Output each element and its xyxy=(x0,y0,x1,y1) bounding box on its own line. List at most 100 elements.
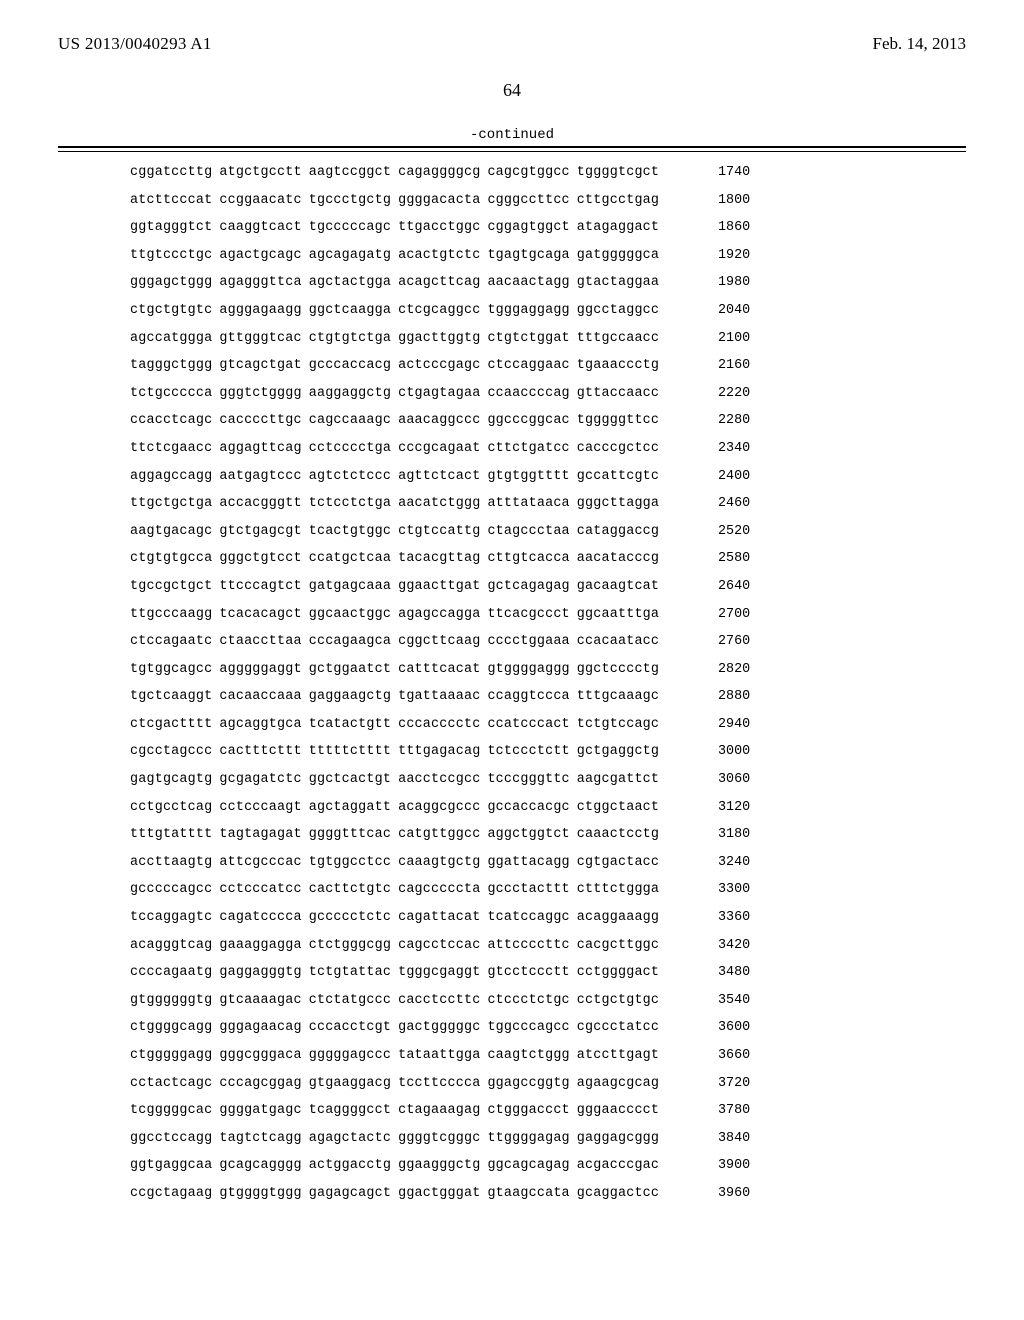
sequence-group: agttctcact xyxy=(398,469,480,484)
sequence-group: agagccagga xyxy=(398,607,480,622)
sequence-group: tgagtgcaga xyxy=(487,248,569,263)
sequence-group: cacgcttggc xyxy=(577,938,659,953)
sequence-group: tttgccaacc xyxy=(577,331,659,346)
sequence-position: 3600 xyxy=(690,1021,750,1034)
sequence-group: cccacctcgt xyxy=(309,1020,391,1035)
sequence-group: cataggaccg xyxy=(577,524,659,539)
sequence-row: cctactcagccccagcggaggtgaaggacgtccttcccca… xyxy=(130,1077,966,1090)
sequence-group: ctcgactttt xyxy=(130,717,212,732)
sequence-group: tggcccagcc xyxy=(487,1020,569,1035)
sequence-row: ttgctgctgaaccacgggtttctcctctgaaacatctggg… xyxy=(130,497,966,510)
sequence-group: cgccctatcc xyxy=(577,1020,659,1035)
sequence-group: ggcctccagg xyxy=(130,1131,212,1146)
sequence-group: agaagcgcag xyxy=(577,1076,659,1091)
sequence-position: 1800 xyxy=(690,194,750,207)
sequence-group: ctccaggaac xyxy=(487,358,569,373)
sequence-group: ggggtttcac xyxy=(309,827,391,842)
sequence-position: 1740 xyxy=(690,166,750,179)
sequence-row: ccccagaatggaggagggtgtctgtattactgggcgaggt… xyxy=(130,966,966,979)
sequence-group: gtcctccctt xyxy=(487,965,569,980)
sequence-position: 1980 xyxy=(690,276,750,289)
sequence-group: ttgctgctga xyxy=(130,496,212,511)
sequence-group: gccctacttt xyxy=(487,882,569,897)
sequence-position: 1860 xyxy=(690,221,750,234)
sequence-group: ggcagcagag xyxy=(487,1158,569,1173)
sequence-group: atccttgagt xyxy=(577,1048,659,1063)
sequence-row: ggcctccaggtagtctcaggagagctactcggggtcgggc… xyxy=(130,1132,966,1145)
sequence-group: atcttcccat xyxy=(130,193,212,208)
sequence-group: tctgtccagc xyxy=(577,717,659,732)
sequence-group: acagggtcag xyxy=(130,938,212,953)
sequence-group: agccatggga xyxy=(130,331,212,346)
sequence-row: gcccccagcccctcccatcccacttctgtccagcccccta… xyxy=(130,883,966,896)
sequence-group: ggctcccctg xyxy=(577,662,659,677)
sequence-group: tgggggttcc xyxy=(577,413,659,428)
sequence-group: ctccagaatc xyxy=(130,634,212,649)
sequence-group: ctgctgtgtc xyxy=(130,303,212,318)
sequence-group: acagcttcag xyxy=(398,275,480,290)
sequence-group: gttaccaacc xyxy=(577,386,659,401)
sequence-group: cagattacat xyxy=(398,910,480,925)
sequence-group: ccaaccccag xyxy=(487,386,569,401)
sequence-group: ttcccagtct xyxy=(219,579,301,594)
sequence-group: aaggaggctg xyxy=(309,386,391,401)
sequence-group: gcccaccacg xyxy=(309,358,391,373)
sequence-position: 2820 xyxy=(690,663,750,676)
sequence-group: caaagtgctg xyxy=(398,855,480,870)
sequence-row: tgccgctgctttcccagtctgatgagcaaaggaacttgat… xyxy=(130,580,966,593)
sequence-group: cctcccctga xyxy=(309,441,391,456)
sequence-row: aggagccaggaatgagtcccagtctctcccagttctcact… xyxy=(130,470,966,483)
sequence-group: tgggaggagg xyxy=(487,303,569,318)
sequence-group: ggcaactggc xyxy=(309,607,391,622)
sequence-group: cccagaagca xyxy=(309,634,391,649)
sequence-position: 2220 xyxy=(690,387,750,400)
sequence-row: tttgtatttttagtagagatggggtttcaccatgttggcc… xyxy=(130,828,966,841)
sequence-group: cgggccttcc xyxy=(487,193,569,208)
sequence-group: gcaggactcc xyxy=(577,1186,659,1201)
sequence-group: gtactaggaa xyxy=(577,275,659,290)
sequence-group: gggtctgggg xyxy=(219,386,301,401)
sequence-group: tgattaaaac xyxy=(398,689,480,704)
sequence-row: gggagctgggagagggttcaagctactggaacagcttcag… xyxy=(130,276,966,289)
sequence-row: acagggtcaggaaaggaggactctgggcggcagcctccac… xyxy=(130,939,966,952)
sequence-group: ggaagggctg xyxy=(398,1158,480,1173)
sequence-row: tctgcccccagggtctggggaaggaggctgctgagtagaa… xyxy=(130,387,966,400)
sequence-group: ggactgggat xyxy=(398,1186,480,1201)
sequence-row: ctggggcagggggagaacagcccacctcgtgactgggggc… xyxy=(130,1021,966,1034)
sequence-group: tctgccccca xyxy=(130,386,212,401)
sequence-group: gccccctctc xyxy=(309,910,391,925)
sequence-group: gaggagggtg xyxy=(219,965,301,980)
sequence-group: gttgggtcac xyxy=(219,331,301,346)
sequence-group: ttctcgaacc xyxy=(130,441,212,456)
sequence-row: ggtagggtctcaaggtcacttgcccccagcttgacctggc… xyxy=(130,221,966,234)
publication-date: Feb. 14, 2013 xyxy=(873,34,967,54)
sequence-group: cacttctgtc xyxy=(309,882,391,897)
sequence-group: ctgggggagg xyxy=(130,1048,212,1063)
sequence-group: gatgagcaaa xyxy=(309,579,391,594)
sequence-group: agggagaagg xyxy=(219,303,301,318)
sequence-position: 3660 xyxy=(690,1049,750,1062)
sequence-group: cctggggact xyxy=(577,965,659,980)
sequence-group: gtggggaggg xyxy=(487,662,569,677)
sequence-group: tccaggagtc xyxy=(130,910,212,925)
sequence-group: cacctccttc xyxy=(398,993,480,1008)
sequence-group: acaggcgccc xyxy=(398,800,480,815)
sequence-group: ccgctagaag xyxy=(130,1186,212,1201)
sequence-group: aggctggtct xyxy=(487,827,569,842)
sequence-row: ggtgaggcaagcagcaggggactggacctgggaagggctg… xyxy=(130,1159,966,1172)
sequence-row: ttgtccctgcagactgcagcagcagagatgacactgtctc… xyxy=(130,249,966,262)
sequence-position: 2340 xyxy=(690,442,750,455)
sequence-group: gccaccacgc xyxy=(487,800,569,815)
sequence-group: ctgtgtctga xyxy=(309,331,391,346)
sequence-group: ttggggagag xyxy=(487,1131,569,1146)
sequence-group: cagcgtggcc xyxy=(487,165,569,180)
sequence-group: atgctgcctt xyxy=(219,165,301,180)
sequence-group: gggggagccc xyxy=(309,1048,391,1063)
sequence-row: aagtgacagcgtctgagcgttcactgtggcctgtccattg… xyxy=(130,525,966,538)
sequence-group: gcagcagggg xyxy=(219,1158,301,1173)
sequence-group: cagcccccta xyxy=(398,882,480,897)
sequence-group: gaaaggagga xyxy=(219,938,301,953)
sequence-group: gtcagctgat xyxy=(219,358,301,373)
sequence-group: attccccttc xyxy=(487,938,569,953)
sequence-row: cgcctagccccactttcttttttttctttttttgagacag… xyxy=(130,745,966,758)
